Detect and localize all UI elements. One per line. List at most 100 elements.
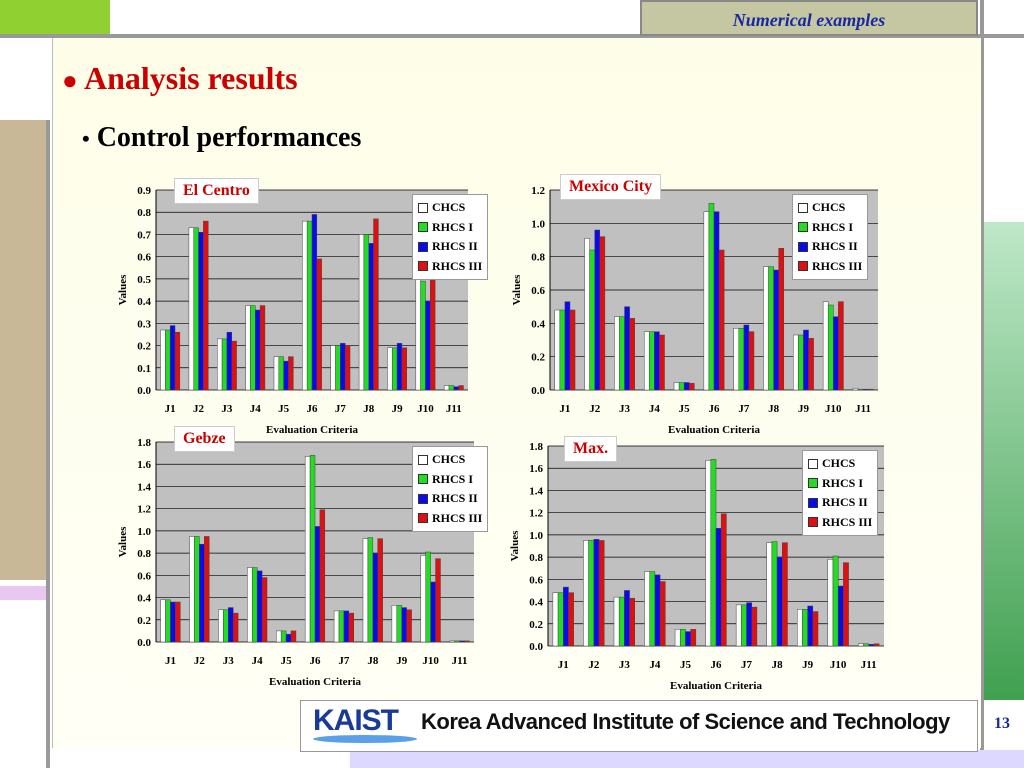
x-tick-label: J3 <box>223 655 235 667</box>
bar <box>226 331 232 391</box>
y-axis-label: Values <box>509 530 521 561</box>
y-tick-label: 0.1 <box>137 363 151 375</box>
bar <box>654 331 660 391</box>
legend-swatch <box>418 474 428 485</box>
bar <box>797 609 803 647</box>
x-tick-label: J4 <box>649 403 661 415</box>
bar <box>614 316 620 391</box>
bar <box>199 543 205 643</box>
bar <box>368 243 374 391</box>
bar <box>793 334 799 391</box>
y-tick-label: 1.4 <box>137 481 151 493</box>
bar <box>867 388 874 391</box>
y-tick-label: 0.0 <box>531 385 545 397</box>
bar <box>568 592 574 647</box>
bar <box>588 540 595 647</box>
x-tick-label: J2 <box>588 659 600 671</box>
legend-entry: RHCS I <box>418 470 482 490</box>
bar <box>838 301 844 391</box>
chart-el-centro: 0.0 0.1 0.2 0.3 0.4 0.5 0.6 0.7 0.8 0.9 J1 J2 J3 J4 J5… <box>112 178 496 440</box>
bar <box>449 640 455 643</box>
bar <box>401 607 407 643</box>
x-tick-label: J3 <box>619 403 631 415</box>
y-tick-label: 1.2 <box>137 504 151 516</box>
y-tick-label: 0.6 <box>137 570 151 582</box>
bar <box>252 567 258 643</box>
x-tick-label: J9 <box>798 403 810 415</box>
bar <box>685 631 691 647</box>
x-tick-label: J5 <box>281 655 293 667</box>
x-tick-label: J11 <box>855 403 871 415</box>
y-tick-label: 0.4 <box>529 597 543 609</box>
x-tick-label: J1 <box>165 403 176 415</box>
legend-swatch <box>418 261 428 272</box>
chart-mexico-city: 0.0 0.2 0.4 0.6 0.8 1.0 1.2 J1 J2 J3 J4 J5 J6 J7 J8 J9 J… <box>498 174 882 440</box>
bar <box>715 527 722 647</box>
legend-label: RHCS III <box>822 514 873 529</box>
x-tick-label: J9 <box>396 655 408 667</box>
y-tick-label: 1.4 <box>529 485 543 497</box>
x-axis-label: Evaluation Criteria <box>269 676 361 688</box>
legend-label: RHCS III <box>432 258 483 273</box>
bar <box>807 605 814 647</box>
legend-swatch <box>418 454 428 465</box>
bar <box>290 630 297 643</box>
bar <box>223 609 229 643</box>
y-tick-label: 1.0 <box>531 218 545 230</box>
bar <box>832 555 839 647</box>
bar <box>768 266 774 391</box>
chart-title-label: Mexico City <box>560 174 662 200</box>
chart-svg: 0.0 0.1 0.2 0.3 0.4 0.5 0.6 0.7 0.8 0.9 J1 J2 J3 J4 J5… <box>117 185 468 436</box>
bar <box>837 585 844 647</box>
institute-name: Korea Advanced Institute of Science and … <box>421 709 950 734</box>
subtitle-bullet: • <box>82 126 90 151</box>
x-tick-label: J3 <box>619 659 631 671</box>
bar <box>751 606 758 647</box>
chart-svg: 0.0 0.2 0.4 0.6 0.8 1.0 1.2 1.4 1.6 1.8 J1 J2 J3 J4 J5… <box>117 437 474 688</box>
bar <box>858 643 864 647</box>
bar <box>748 331 755 391</box>
bottom-left-line <box>46 120 50 768</box>
legend-entry: CHCS <box>418 198 482 218</box>
bar <box>387 347 393 391</box>
title-bullet: ● <box>62 66 78 95</box>
legend-swatch <box>798 241 808 252</box>
y-tick-label: 0.6 <box>137 252 151 264</box>
bar <box>564 301 571 391</box>
bar <box>708 203 715 391</box>
bar <box>288 356 294 391</box>
bar <box>231 340 237 391</box>
legend-entry: RHCS II <box>808 493 872 513</box>
bar <box>649 331 655 391</box>
bar <box>319 509 326 643</box>
legend-swatch <box>808 517 818 528</box>
y-tick-label: 1.0 <box>137 526 151 538</box>
bar <box>415 278 421 391</box>
bar <box>773 269 779 391</box>
legend-entry: RHCS III <box>418 509 482 529</box>
slide-title: ● Analysis results <box>62 60 298 97</box>
x-tick-label: J8 <box>768 403 780 415</box>
bar <box>741 604 747 647</box>
bar <box>420 280 426 391</box>
bar <box>454 640 460 643</box>
bar <box>569 309 576 391</box>
bar <box>710 459 717 647</box>
bar <box>204 536 210 643</box>
x-tick-label: J8 <box>363 403 375 415</box>
bar <box>228 607 234 643</box>
kaist-logo: KAIST <box>313 703 423 747</box>
bar <box>629 597 635 647</box>
bar <box>464 640 470 643</box>
x-axis-label: Evaluation Criteria <box>670 680 762 692</box>
bar <box>443 385 450 391</box>
bar <box>857 388 864 391</box>
legend-label: RHCS I <box>822 475 864 490</box>
left-tan-strip <box>0 120 46 580</box>
y-tick-label: 0.6 <box>529 574 543 586</box>
bar <box>735 604 742 647</box>
bar <box>863 643 869 647</box>
x-tick-label: J10 <box>825 403 842 415</box>
bar <box>559 309 566 391</box>
x-tick-label: J2 <box>589 403 601 415</box>
